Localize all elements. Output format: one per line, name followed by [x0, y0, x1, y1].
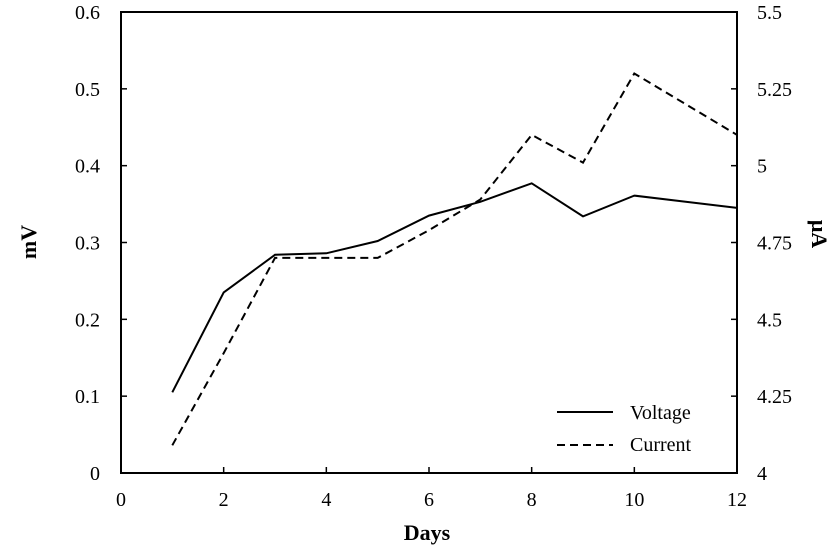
left-y-tick-label: 0.5 [75, 79, 100, 101]
left-y-tick-label: 0.4 [75, 156, 100, 178]
right-y-tick-label: 5 [757, 156, 767, 178]
x-axis-ticks: 0 2 4 6 8 10 12 [116, 467, 747, 511]
right-y-tick-label: 4.5 [757, 309, 782, 331]
x-axis-title: Days [404, 520, 451, 545]
x-tick-label: 0 [116, 489, 126, 511]
left-y-axis-title: mV [16, 225, 41, 259]
right-y-tick-label: 4 [757, 463, 767, 485]
series-voltage-line [171, 182, 738, 393]
x-tick-label: 6 [424, 489, 434, 511]
legend: Voltage Current [557, 402, 692, 456]
x-tick-label: 8 [527, 489, 537, 511]
legend-voltage-label: Voltage [630, 402, 691, 424]
left-y-axis-ticks: 0 0.1 0.2 0.3 0.4 0.5 0.6 [75, 2, 127, 485]
x-tick-label: 4 [321, 489, 331, 511]
series-current-line [171, 72, 738, 446]
right-y-tick-label: 4.25 [757, 386, 792, 408]
x-tick-label: 10 [624, 489, 644, 511]
right-y-tick-label: 4.75 [757, 233, 792, 255]
x-tick-label: 12 [727, 489, 747, 511]
series-layer [171, 72, 738, 446]
legend-current-label: Current [630, 434, 692, 456]
x-tick-label: 2 [219, 489, 229, 511]
right-y-tick-label: 5.5 [757, 2, 782, 24]
left-y-tick-label: 0.1 [75, 386, 100, 408]
left-y-tick-label: 0 [90, 463, 100, 485]
left-y-tick-label: 0.3 [75, 233, 100, 255]
right-y-tick-label: 5.25 [757, 79, 792, 101]
right-y-axis-title: μA [807, 220, 832, 248]
left-y-tick-label: 0.2 [75, 309, 100, 331]
left-y-tick-label: 0.6 [75, 2, 100, 24]
right-y-axis-ticks: 4 4.25 4.5 4.75 5 5.25 5.5 [731, 2, 792, 485]
